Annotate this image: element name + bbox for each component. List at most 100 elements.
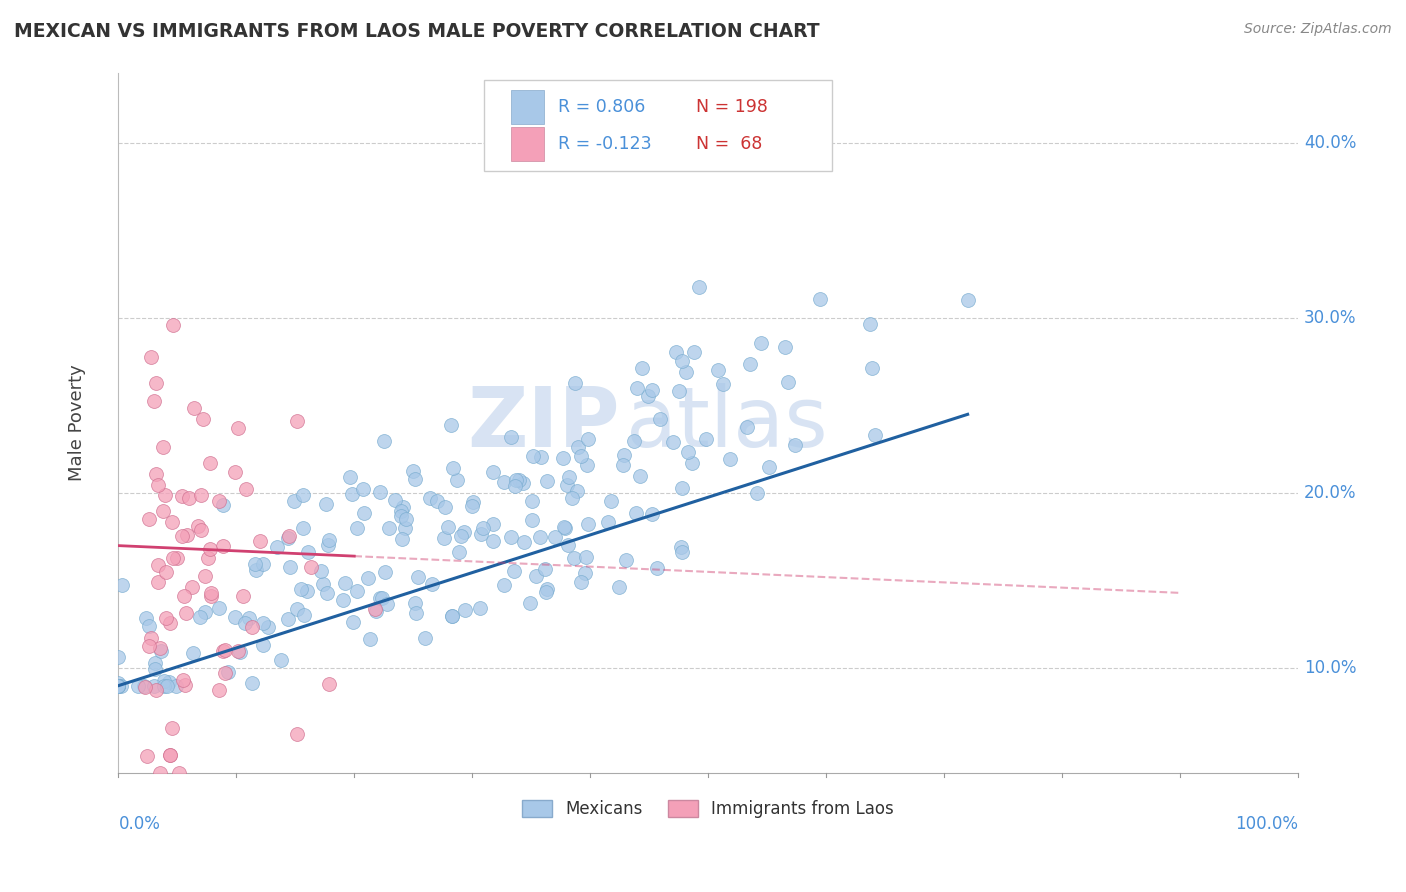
Point: [650, 411, 672, 425]
Point: [200, 541, 222, 556]
Point: [561, 491, 583, 505]
Point: [413, 632, 436, 646]
Point: [342, 615, 364, 629]
Point: [143, 662, 166, 676]
Point: [520, 494, 543, 508]
Point: [735, 419, 758, 434]
Point: [470, 527, 492, 541]
Point: [211, 644, 233, 658]
Point: [402, 464, 425, 478]
Point: [683, 345, 706, 359]
Point: [297, 545, 319, 559]
Point: [197, 550, 219, 565]
Point: [440, 418, 463, 433]
Point: [190, 488, 212, 502]
Point: [107, 679, 129, 693]
Point: [628, 469, 651, 483]
FancyBboxPatch shape: [512, 90, 544, 124]
Point: [277, 612, 299, 626]
Point: [378, 521, 401, 535]
Point: [138, 639, 160, 653]
Point: [482, 465, 505, 479]
Point: [373, 434, 395, 448]
Point: [863, 427, 886, 442]
Point: [441, 609, 464, 624]
Point: [194, 605, 217, 619]
Point: [370, 485, 392, 500]
Point: [152, 440, 174, 454]
Point: [190, 523, 212, 537]
Point: [353, 506, 375, 520]
Point: [357, 571, 380, 585]
Point: [374, 566, 396, 580]
Point: [143, 679, 166, 693]
Point: [433, 531, 456, 545]
Text: R = -0.123: R = -0.123: [558, 135, 652, 153]
Point: [278, 559, 301, 574]
Point: [148, 558, 170, 572]
Point: [404, 596, 426, 610]
Point: [315, 497, 337, 511]
Point: [641, 383, 664, 397]
Point: [155, 611, 177, 625]
Point: [200, 589, 222, 603]
Text: atlas: atlas: [626, 383, 827, 464]
Point: [450, 529, 472, 543]
Point: [146, 478, 169, 492]
Point: [145, 467, 167, 481]
Point: [159, 747, 181, 762]
Point: [291, 488, 314, 502]
Point: [107, 679, 129, 693]
Text: N =  68: N = 68: [696, 135, 762, 153]
Point: [149, 640, 172, 655]
Point: [623, 434, 645, 448]
Point: [956, 293, 979, 308]
Point: [312, 577, 335, 591]
Point: [614, 553, 637, 567]
Point: [110, 679, 132, 693]
Point: [553, 519, 575, 533]
Text: 20.0%: 20.0%: [1303, 484, 1357, 502]
Point: [292, 521, 315, 535]
Point: [277, 529, 299, 543]
Point: [461, 499, 484, 513]
Point: [557, 470, 579, 484]
Point: [544, 530, 567, 544]
Point: [359, 632, 381, 647]
Point: [249, 534, 271, 549]
Point: [152, 679, 174, 693]
FancyBboxPatch shape: [512, 128, 544, 161]
Point: [530, 450, 553, 464]
Point: [613, 448, 636, 462]
Point: [181, 646, 204, 660]
Point: [252, 557, 274, 571]
Point: [155, 565, 177, 579]
Point: [257, 620, 280, 634]
Point: [224, 466, 246, 480]
Point: [391, 532, 413, 546]
Point: [333, 575, 356, 590]
Point: [671, 353, 693, 368]
Point: [441, 460, 464, 475]
Point: [170, 489, 193, 503]
Point: [228, 421, 250, 435]
Point: [342, 487, 364, 501]
Point: [668, 384, 690, 398]
Point: [596, 515, 619, 529]
Text: 10.0%: 10.0%: [1303, 659, 1357, 677]
Point: [775, 340, 797, 354]
Point: [454, 602, 477, 616]
Point: [785, 438, 807, 452]
Point: [277, 531, 299, 545]
Point: [107, 679, 129, 693]
Point: [152, 673, 174, 688]
Point: [212, 498, 235, 512]
Point: [176, 528, 198, 542]
Point: [167, 766, 190, 780]
Point: [240, 620, 263, 634]
Point: [503, 564, 526, 578]
Point: [139, 350, 162, 364]
Point: [562, 551, 585, 566]
Point: [738, 357, 761, 371]
Point: [449, 545, 471, 559]
